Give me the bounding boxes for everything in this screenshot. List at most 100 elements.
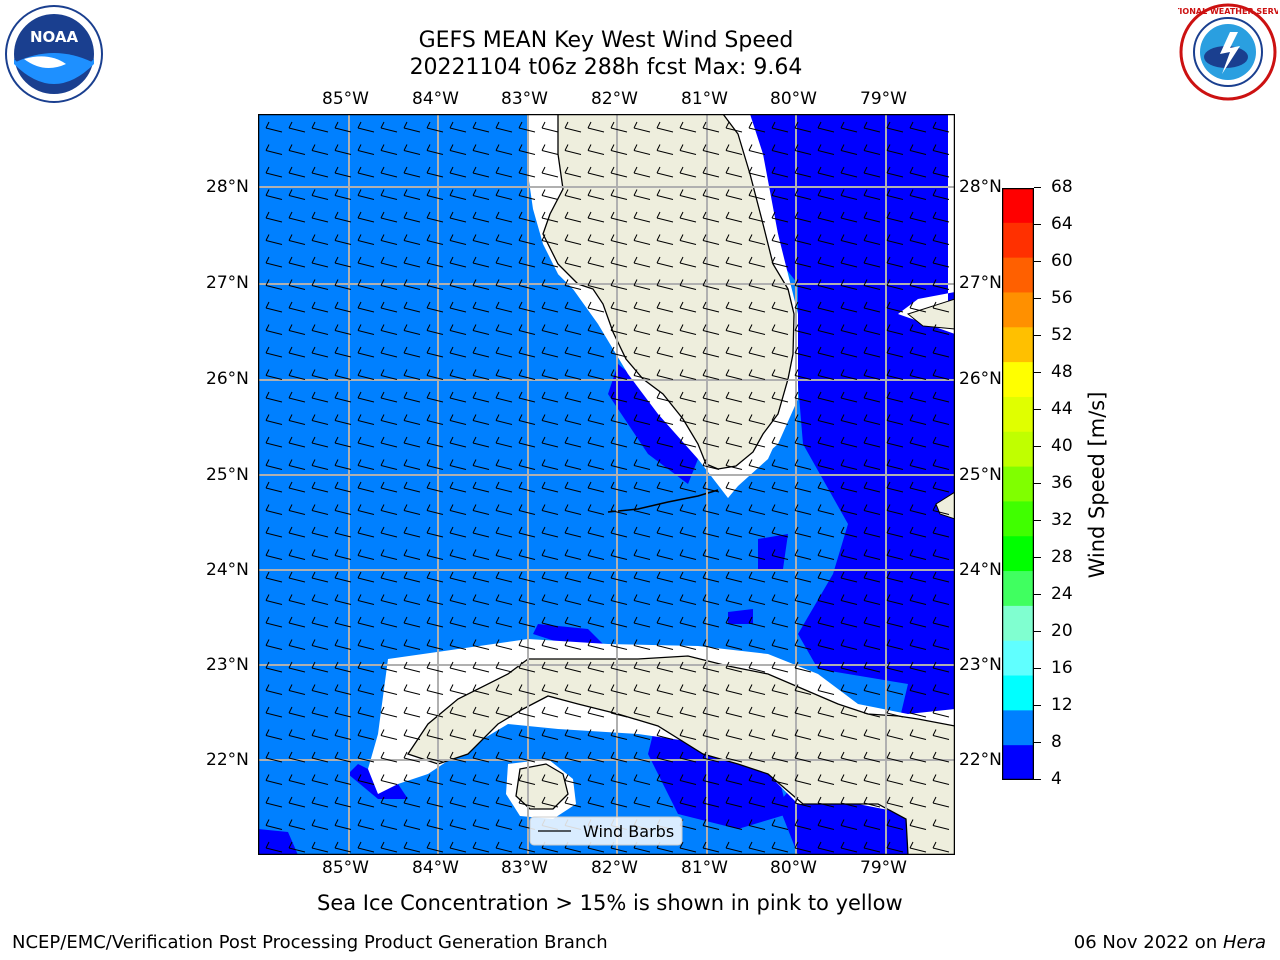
wind-barb [679,436,697,448]
wind-barb [518,211,536,223]
wind-barb [587,639,605,650]
wind-barb [886,436,904,448]
wind-barb [403,166,421,178]
lat-label-right: 24°N [959,560,1002,580]
wind-barb [886,414,904,425]
wind-barb [656,414,674,425]
wind-barb [564,549,582,560]
wind-barb [771,796,789,808]
lon-label-top: 83°W [501,89,548,109]
wind-barb [541,234,559,245]
wind-barb [748,324,766,335]
wind-barb [265,549,283,560]
wind-barb [794,706,812,718]
colorbar-tick: 8 [1034,732,1062,752]
wind-barb [449,211,467,223]
wind-barb [472,279,490,290]
wind-barb [748,661,766,673]
wind-barb [932,774,950,785]
wind-barb [633,751,651,763]
wind-barb [449,144,467,155]
wind-barb [288,549,306,560]
wind-barb [863,189,881,200]
wind-barb [725,729,743,740]
wind-barb [794,729,812,740]
wind-4-8-zone [608,364,698,484]
wind-barb [449,279,467,290]
wind-barb [541,301,559,313]
wind-barb [817,256,835,268]
wind-barb [748,234,766,245]
colorbar-tick: 24 [1034,584,1073,604]
wind-barb [311,234,329,245]
wind-barb [587,526,605,538]
wind-barb [265,256,283,268]
wind-barb [495,436,513,448]
wind-barb [909,481,927,493]
wind-barb [380,571,398,583]
colorbar-tick-label: 8 [1051,732,1062,752]
wind-barb [679,144,697,155]
colorbar-tick: 32 [1034,510,1073,530]
wind-barb [380,301,398,313]
wind-barb [288,481,306,493]
wind-barb [932,459,950,470]
wind-barb [564,414,582,425]
wind-barb [587,571,605,583]
wind-barb [633,706,651,718]
wind-barb [817,234,835,245]
wind-barb [357,166,375,178]
wind-barb [357,841,375,853]
wind-barb [633,211,651,223]
wind-barb [472,526,490,538]
wind-barb [909,549,927,560]
wind-barb [357,639,375,650]
wind-barb [518,661,536,673]
wind-barb [886,504,904,515]
wind-barb [311,639,329,650]
wind-barb [886,211,904,223]
wind-barb [771,414,789,425]
wind-barb [840,211,858,223]
wind-barb [288,661,306,673]
wind-barb [357,211,375,223]
footer-system: Hera [1222,932,1266,953]
wind-barb [472,639,490,650]
lat-label-left: 23°N [206,655,249,675]
wind-barb [449,189,467,200]
wind-barb [610,346,628,358]
wind-barb [863,346,881,358]
wind-barb [702,796,720,808]
wind-barb [311,369,329,380]
wind-barb [633,414,651,425]
wind-barb [656,594,674,605]
wind-barb [541,391,559,403]
wind-barb [472,594,490,605]
wind-barb [288,571,306,583]
wind-barb [794,571,812,583]
wind-barb [909,504,927,515]
wind-barb [472,256,490,268]
wind-barb [311,211,329,223]
wind-barb [633,774,651,785]
wind-barb [932,436,950,448]
colorbar-tick: 56 [1034,288,1073,308]
wind-barb [311,504,329,515]
legend-label: Wind Barbs [583,822,674,841]
wind-barb [932,144,950,155]
wind-barb [794,211,812,223]
wind-barb [288,369,306,380]
wind-barb [725,684,743,695]
wind-barb [886,279,904,290]
wind-barb [311,706,329,718]
wind-barb [748,436,766,448]
wind-barb [610,729,628,740]
wind-barb [748,706,766,718]
wind-barb [564,436,582,448]
wind-barb [932,391,950,403]
wind-barb [702,414,720,425]
wind-barb [564,256,582,268]
wind-barb [541,121,559,133]
wind-barb [909,211,927,223]
wind-barb [748,796,766,808]
